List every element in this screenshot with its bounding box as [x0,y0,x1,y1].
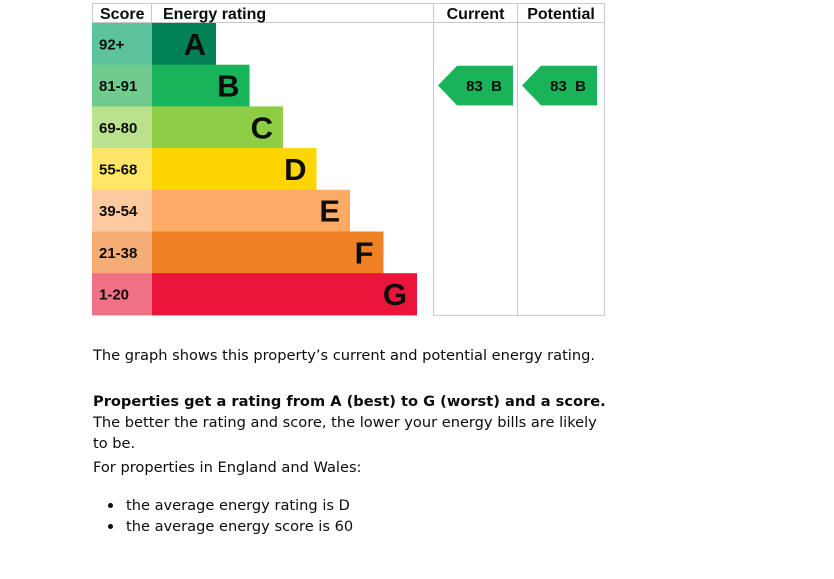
rating-letter-d: D [284,152,306,187]
description-intro: The graph shows this property’s current … [93,347,596,364]
score-cell-b [92,64,152,107]
score-header: Score [100,6,145,23]
chart-headers: Score Energy rating Current Potential [100,6,595,23]
rating-bar-a [152,23,216,66]
energy-rating-header: Energy rating [163,6,266,23]
current-header: Current [447,6,505,23]
potential-header: Potential [527,6,595,23]
score-range-c: 69-80 [99,120,137,137]
score-cell-f [92,231,152,274]
rating-bar-d [152,148,317,191]
potential-rating-label: 83 B [550,78,586,95]
score-cell-e [92,189,152,232]
score-cell-g [92,273,152,316]
rating-bar-c [152,106,283,149]
score-range-e: 39-54 [99,203,138,220]
score-range-b: 81-91 [99,78,137,95]
current-rating-label: 83 B [466,78,502,95]
rating-letter-b: B [217,69,239,104]
score-cell-c [92,106,152,149]
average-list: the average energy rating is D the avera… [93,495,353,537]
score-range-d: 55-68 [99,161,137,178]
rating-letter-f: F [355,235,374,270]
score-range-a: 92+ [99,36,125,53]
description-region: For properties in England and Wales: [93,459,362,476]
rating-letter-c: C [251,110,273,145]
potential-rating-arrow [522,65,597,106]
score-cell-a [92,23,152,66]
description-rating: Properties get a rating from A (best) to… [93,391,613,454]
list-item-average-score: the average energy score is 60 [93,516,353,537]
energy-rating-chart: 92+ A81-91 B69-80 C55-68 D39-54 E21-38 F1-20 G … [92,3,605,316]
description-rating-rest: The better the rating and score, the low… [93,414,597,452]
rating-letter-e: E [319,194,340,229]
rating-bar-e [152,189,350,232]
current-rating-arrow [438,65,513,106]
description-rating-bold: Properties get a rating from A (best) to… [93,393,606,410]
rating-letter-g: G [383,277,407,312]
rating-bar-f [152,231,384,274]
score-range-g: 1-20 [99,287,129,304]
score-cell-d [92,148,152,191]
rating-bar-g [152,273,417,316]
score-range-f: 21-38 [99,245,137,262]
chart-grid [92,3,605,316]
rating-arrows: 83 B 83 B [438,65,597,106]
rating-letter-a: A [184,27,206,62]
list-item-average-rating: the average energy rating is D [93,495,353,516]
rating-bands: 92+ A 81-91 B 69-80 C 55-68 D 39-54 E 21-38 F 1-20 G [92,23,417,316]
rating-bar-b [152,64,250,107]
